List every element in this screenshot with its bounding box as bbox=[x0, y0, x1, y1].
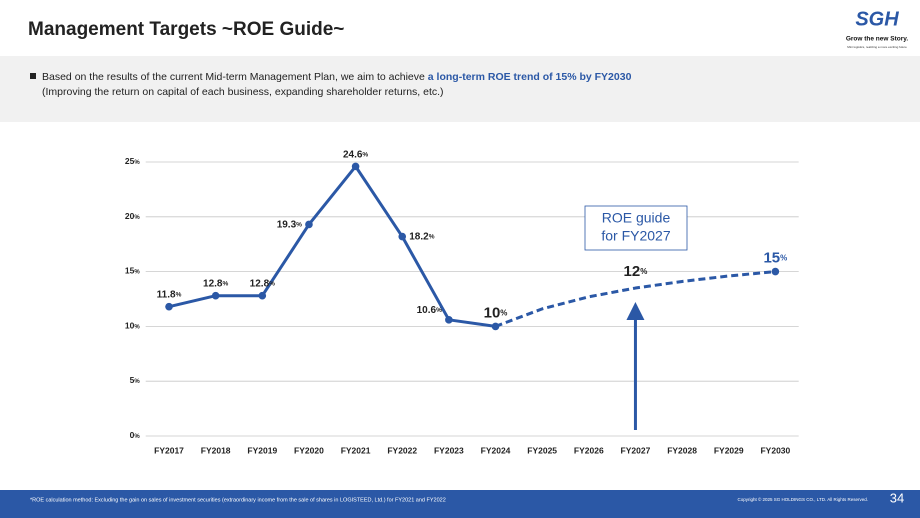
series-line bbox=[168, 164, 496, 328]
series-line bbox=[494, 270, 776, 328]
data-label: 10% bbox=[484, 304, 508, 321]
title: Management Targets ~ROE Guide~ bbox=[28, 19, 344, 40]
annotation-box bbox=[584, 205, 688, 251]
x-tick-label: FY2023 bbox=[434, 445, 464, 455]
bullet-plain: Based on the results of the current Mid-… bbox=[42, 71, 428, 83]
bullet-line2: (Improving the return on capital of each… bbox=[42, 86, 444, 98]
tagline-sub: Mini logistics, realizing a more excitin… bbox=[847, 45, 907, 49]
y-tick-label: 10% bbox=[125, 321, 140, 331]
annotation-text: for FY2027 bbox=[601, 228, 670, 244]
x-tick-label: FY2017 bbox=[154, 445, 184, 455]
bullet-marker bbox=[30, 73, 36, 79]
data-point bbox=[351, 162, 360, 171]
bullet-text: Based on the results of the current Mid-… bbox=[42, 71, 632, 83]
data-point bbox=[398, 232, 407, 241]
data-point bbox=[165, 302, 173, 311]
annotation-text: ROE guide bbox=[602, 210, 671, 226]
bullet-band bbox=[0, 56, 920, 122]
footer-band bbox=[0, 490, 920, 518]
y-tick-label: 0% bbox=[130, 430, 141, 440]
annotation-target: 12% bbox=[624, 263, 648, 280]
x-tick-label: FY2025 bbox=[527, 445, 557, 455]
bullet-highlight: a long-term ROE trend of 15% by FY2030 bbox=[428, 71, 632, 83]
data-point bbox=[258, 291, 267, 300]
x-tick-label: FY2018 bbox=[201, 445, 231, 455]
data-label: 12.8% bbox=[250, 278, 275, 289]
x-tick-label: FY2024 bbox=[481, 445, 511, 455]
data-label: 15% bbox=[763, 250, 787, 267]
data-label: 19.3% bbox=[277, 219, 302, 230]
annotation-arrow-head bbox=[626, 302, 645, 320]
data-point bbox=[771, 267, 780, 276]
data-label: 24.6% bbox=[343, 149, 368, 160]
tagline: Grow the new Story. bbox=[846, 36, 909, 43]
x-tick-label: FY2030 bbox=[760, 445, 790, 455]
y-tick-label: 5% bbox=[130, 375, 141, 385]
x-tick-label: FY2022 bbox=[387, 445, 417, 455]
data-point bbox=[445, 316, 453, 324]
data-point bbox=[305, 220, 313, 229]
y-tick-label: 20% bbox=[125, 211, 140, 221]
copyright: Copyright © 2025 SG HOLDINGS CO., LTD. A… bbox=[737, 496, 868, 502]
x-tick-label: FY2029 bbox=[714, 445, 744, 455]
logo: SGH bbox=[855, 8, 899, 30]
data-label: 12.8% bbox=[203, 278, 228, 289]
x-tick-label: FY2019 bbox=[247, 445, 277, 455]
y-tick-label: 15% bbox=[125, 266, 140, 276]
data-label: 11.8% bbox=[157, 289, 182, 300]
page-number: 34 bbox=[890, 490, 904, 505]
y-tick-label: 25% bbox=[125, 156, 140, 166]
x-tick-label: FY2021 bbox=[341, 445, 371, 455]
x-tick-label: FY2020 bbox=[294, 445, 324, 455]
data-point bbox=[211, 291, 220, 300]
x-tick-label: FY2028 bbox=[667, 445, 697, 455]
data-label: 18.2% bbox=[409, 231, 434, 242]
x-tick-label: FY2026 bbox=[574, 445, 604, 455]
x-tick-label: FY2027 bbox=[621, 445, 651, 455]
data-label: 10.6% bbox=[417, 304, 442, 315]
footer-note: *ROE calculation method: Excluding the g… bbox=[30, 497, 446, 503]
